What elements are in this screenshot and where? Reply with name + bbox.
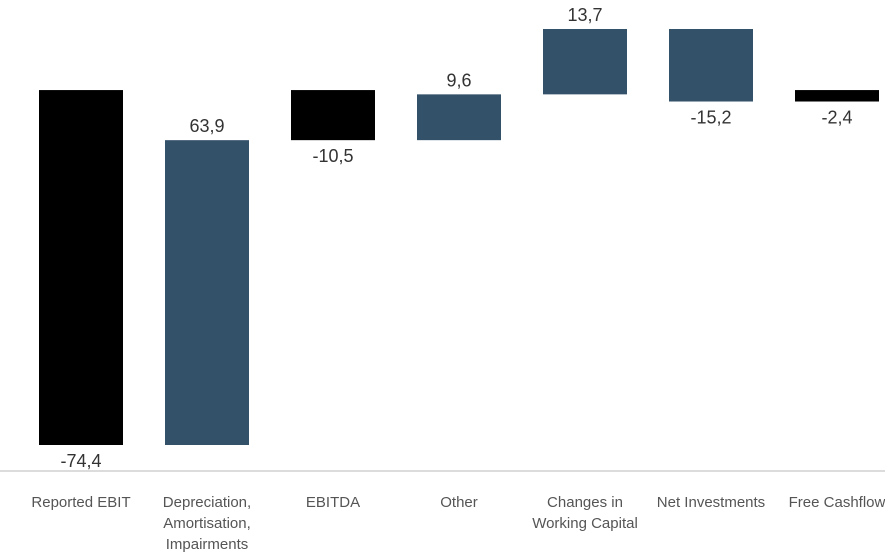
value-label: 13,7 [567, 5, 602, 25]
x-tick-label: EBITDA [305, 494, 361, 511]
value-label: -15,2 [690, 108, 731, 128]
value-label: -74,4 [60, 451, 101, 471]
x-tick-label: Reported EBIT [31, 494, 131, 511]
x-tick-label: Depreciation, Amortisation, Impairments [162, 494, 252, 553]
x-tick-label: Net Investments [656, 494, 766, 511]
bar [417, 94, 501, 141]
value-label: -2,4 [821, 108, 852, 128]
value-label: 63,9 [189, 116, 224, 136]
bar [39, 90, 123, 446]
bar [543, 29, 627, 95]
x-tick-label: Other [440, 494, 478, 511]
value-label: 9,6 [446, 70, 471, 90]
x-tick-label: Free Cashflow [788, 494, 885, 511]
bar [165, 140, 249, 446]
value-label: -10,5 [312, 146, 353, 166]
bar [669, 29, 753, 102]
bar [795, 90, 879, 102]
bar [291, 90, 375, 141]
x-tick-label: Changes in Working Capital [532, 494, 638, 532]
